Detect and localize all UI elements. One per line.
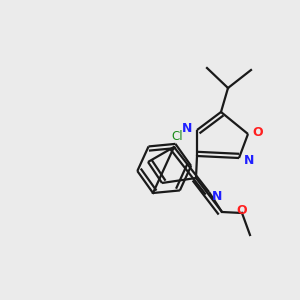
Text: O: O bbox=[253, 125, 263, 139]
Text: N: N bbox=[212, 190, 222, 202]
Text: N: N bbox=[182, 122, 192, 134]
Text: O: O bbox=[237, 203, 247, 217]
Text: N: N bbox=[244, 154, 254, 167]
Text: Cl: Cl bbox=[171, 130, 183, 143]
